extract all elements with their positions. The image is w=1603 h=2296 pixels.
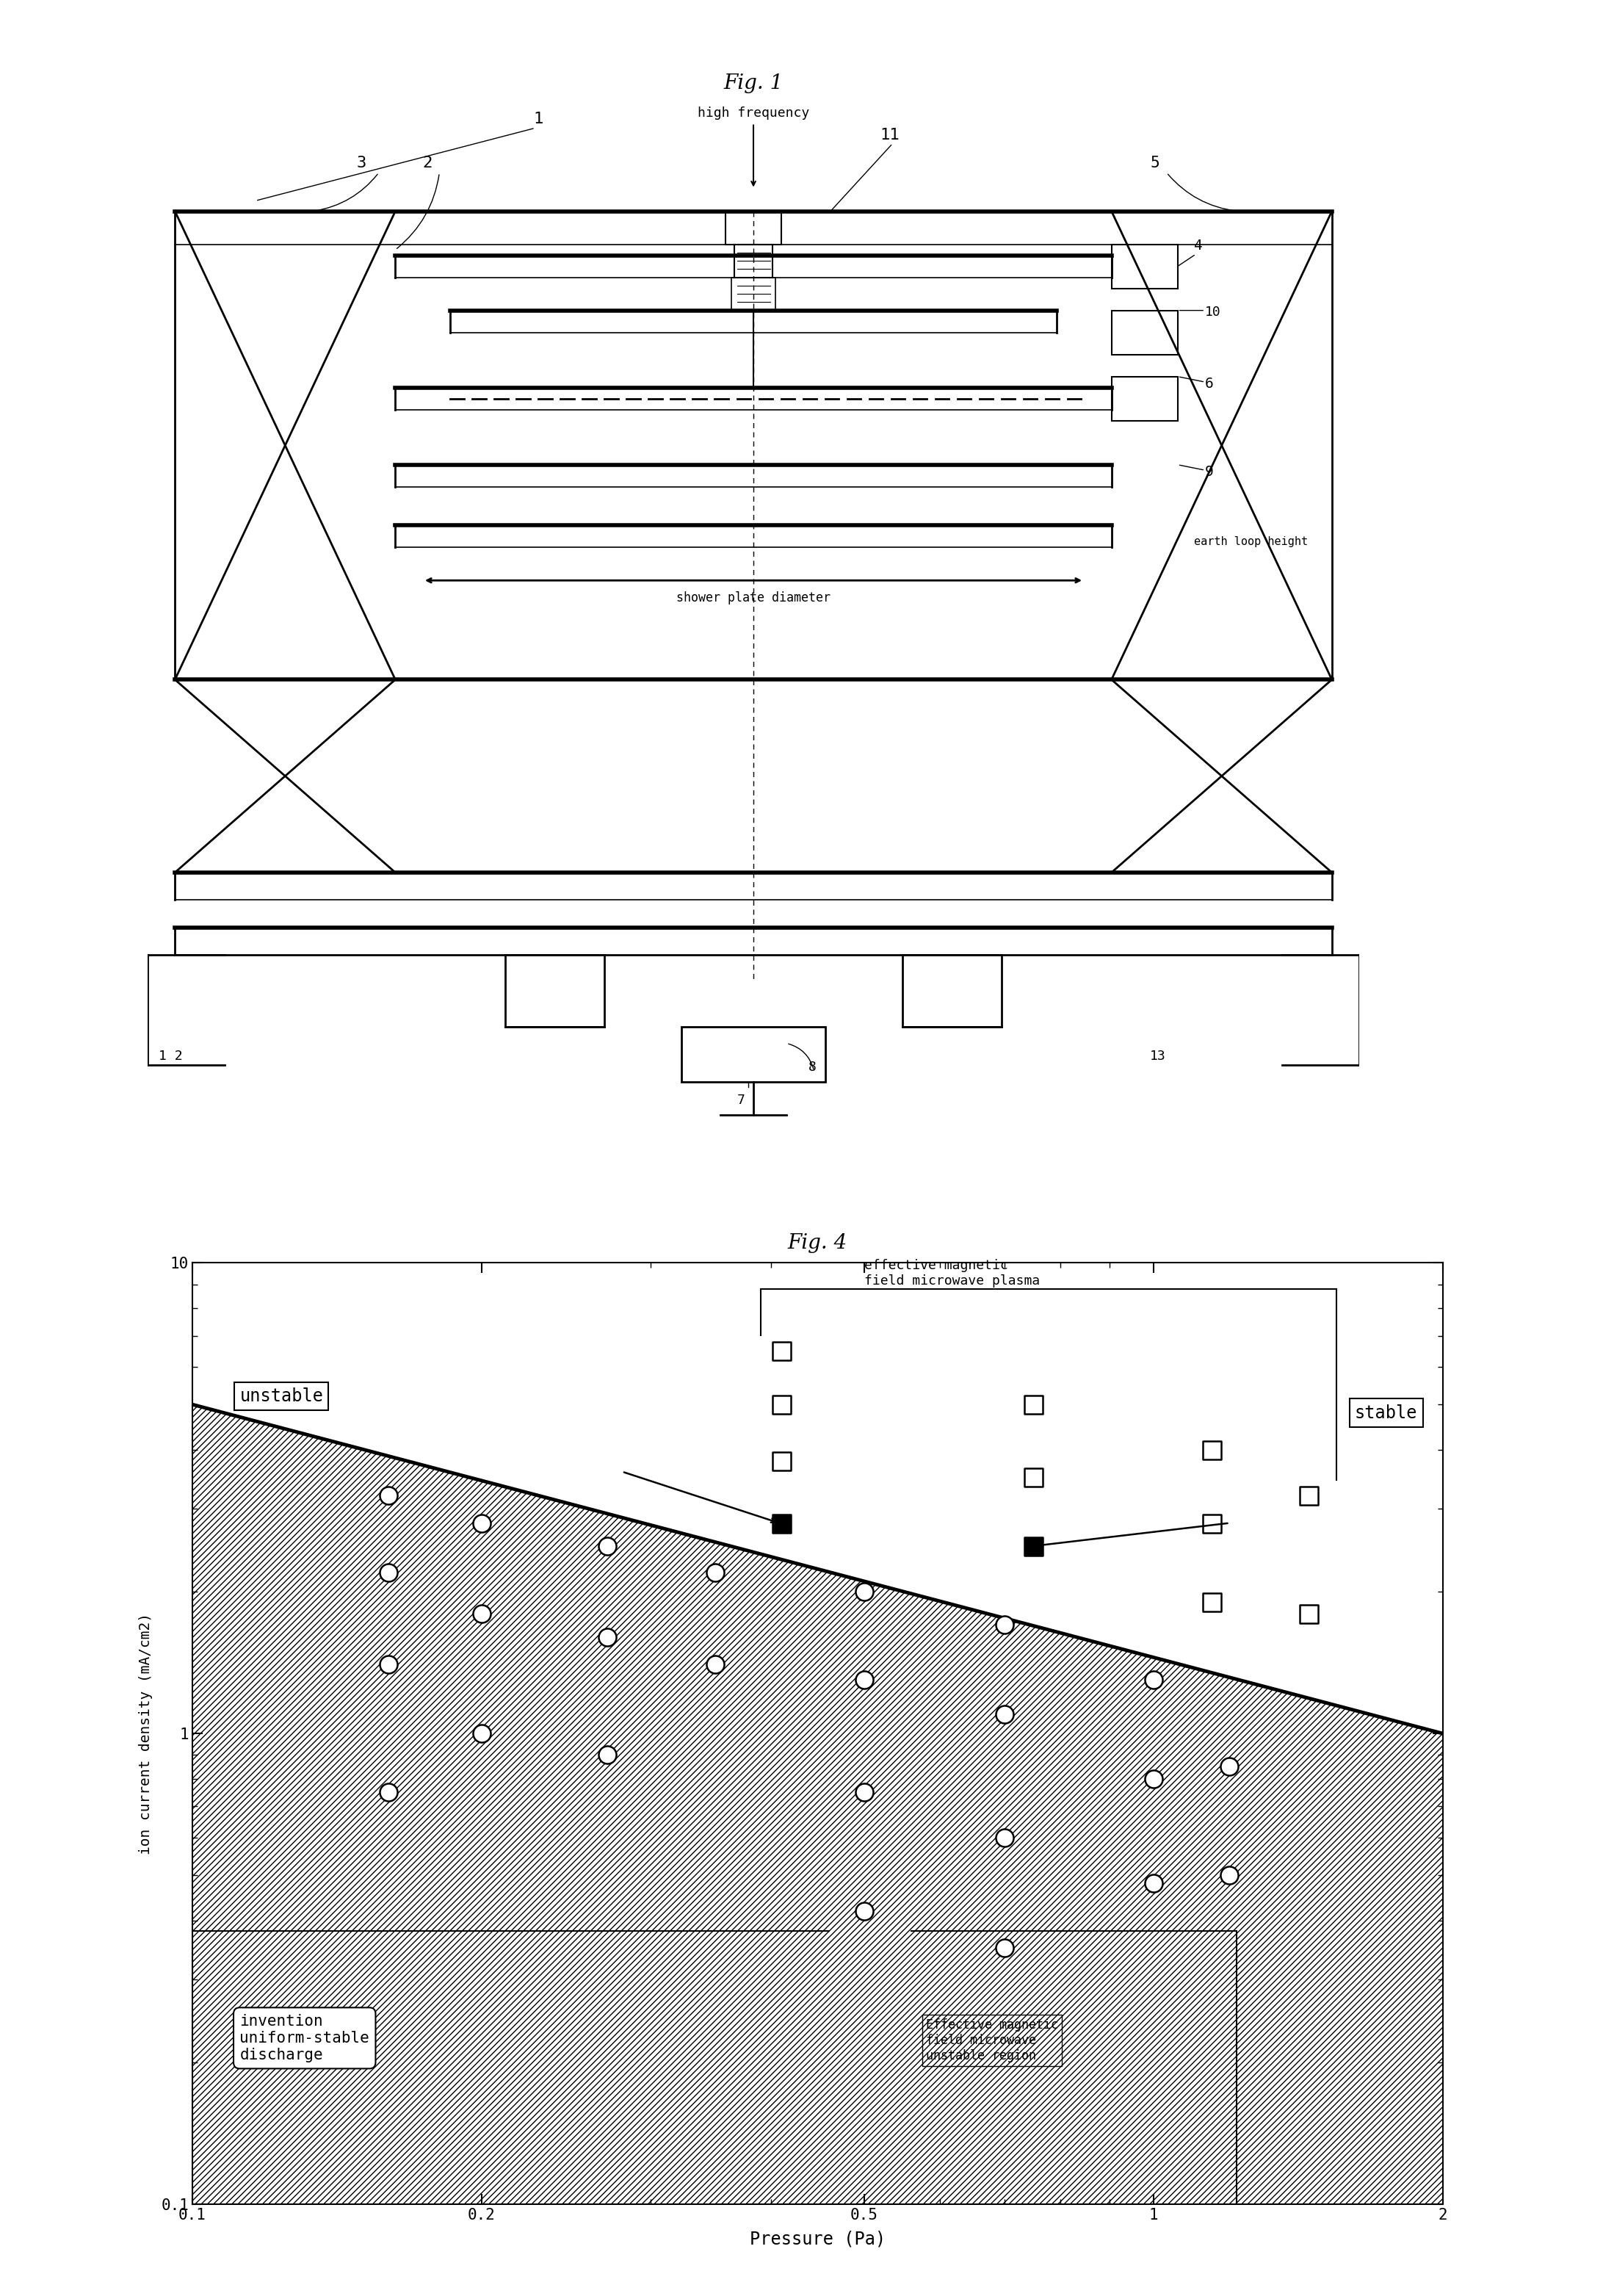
Point — [1141, 1864, 1167, 1901]
Point — [1199, 1504, 1225, 1541]
Point — [375, 1646, 401, 1683]
Text: 13: 13 — [1149, 1049, 1165, 1063]
Bar — [1111, 243, 1178, 289]
Text: unstable: unstable — [240, 1387, 324, 1405]
Point — [1141, 1662, 1167, 1699]
Text: 10: 10 — [1205, 305, 1221, 319]
Point — [1217, 1857, 1242, 1894]
Point — [1021, 1387, 1047, 1424]
Point — [375, 1554, 401, 1591]
Point — [468, 1504, 494, 1541]
Text: stable: stable — [1355, 1405, 1417, 1421]
Point — [768, 1387, 793, 1424]
Point — [595, 1527, 620, 1564]
Text: 7: 7 — [737, 1093, 745, 1107]
Point — [992, 1929, 1018, 1965]
Y-axis label: ion current density (mA/cm2): ion current density (mA/cm2) — [139, 1612, 152, 1855]
Title: Fig. 4: Fig. 4 — [787, 1233, 848, 1254]
Text: Fig. 1: Fig. 1 — [723, 73, 784, 94]
Point — [1217, 1747, 1242, 1784]
Point — [595, 1619, 620, 1655]
Text: 5: 5 — [1149, 156, 1159, 170]
Bar — [681, 1026, 826, 1081]
Text: 1: 1 — [534, 110, 543, 126]
Point — [468, 1715, 494, 1752]
Point — [768, 1332, 793, 1368]
Text: 2: 2 — [423, 156, 433, 170]
Text: 11: 11 — [880, 129, 899, 142]
Point — [375, 1476, 401, 1513]
Text: Effective magnetic
field microwave
unstable region: Effective magnetic field microwave unsta… — [927, 2018, 1058, 2062]
Point — [595, 1736, 620, 1773]
Text: 1 2: 1 2 — [159, 1049, 183, 1063]
Text: earth loop height: earth loop height — [1194, 537, 1308, 546]
Point — [768, 1442, 793, 1479]
Text: high frequency: high frequency — [697, 106, 810, 119]
Bar — [902, 955, 1002, 1026]
Text: 6: 6 — [1205, 377, 1213, 390]
Text: 3: 3 — [357, 156, 367, 170]
Point — [1199, 1584, 1225, 1621]
Bar — [1111, 377, 1178, 420]
Text: shower plate diameter: shower plate diameter — [676, 592, 830, 604]
Point — [992, 1697, 1018, 1733]
Point — [1295, 1596, 1321, 1632]
Point — [375, 1775, 401, 1812]
Point — [851, 1775, 877, 1812]
Text: 9: 9 — [1205, 464, 1213, 478]
Point — [992, 1818, 1018, 1855]
Text: invention
uniform-stable
discharge: invention uniform-stable discharge — [240, 2014, 369, 2062]
Bar — [734, 243, 773, 278]
Point — [768, 1504, 793, 1541]
Bar — [726, 211, 781, 243]
Point — [851, 1662, 877, 1699]
Bar — [505, 955, 604, 1026]
Point — [702, 1554, 728, 1591]
Text: 8: 8 — [808, 1061, 816, 1075]
X-axis label: Pressure (Pa): Pressure (Pa) — [750, 2232, 885, 2248]
Point — [851, 1573, 877, 1609]
Text: effective magnetic
field microwave plasma: effective magnetic field microwave plasm… — [864, 1258, 1040, 1288]
Point — [992, 1607, 1018, 1644]
Point — [1021, 1458, 1047, 1495]
Text: 4: 4 — [1194, 239, 1202, 253]
Point — [1295, 1476, 1321, 1513]
Point — [1021, 1527, 1047, 1564]
Point — [851, 1892, 877, 1929]
Point — [468, 1596, 494, 1632]
Bar — [1111, 310, 1178, 354]
Bar — [731, 278, 776, 310]
Point — [702, 1646, 728, 1683]
Point — [1199, 1433, 1225, 1469]
Point — [1141, 1761, 1167, 1798]
